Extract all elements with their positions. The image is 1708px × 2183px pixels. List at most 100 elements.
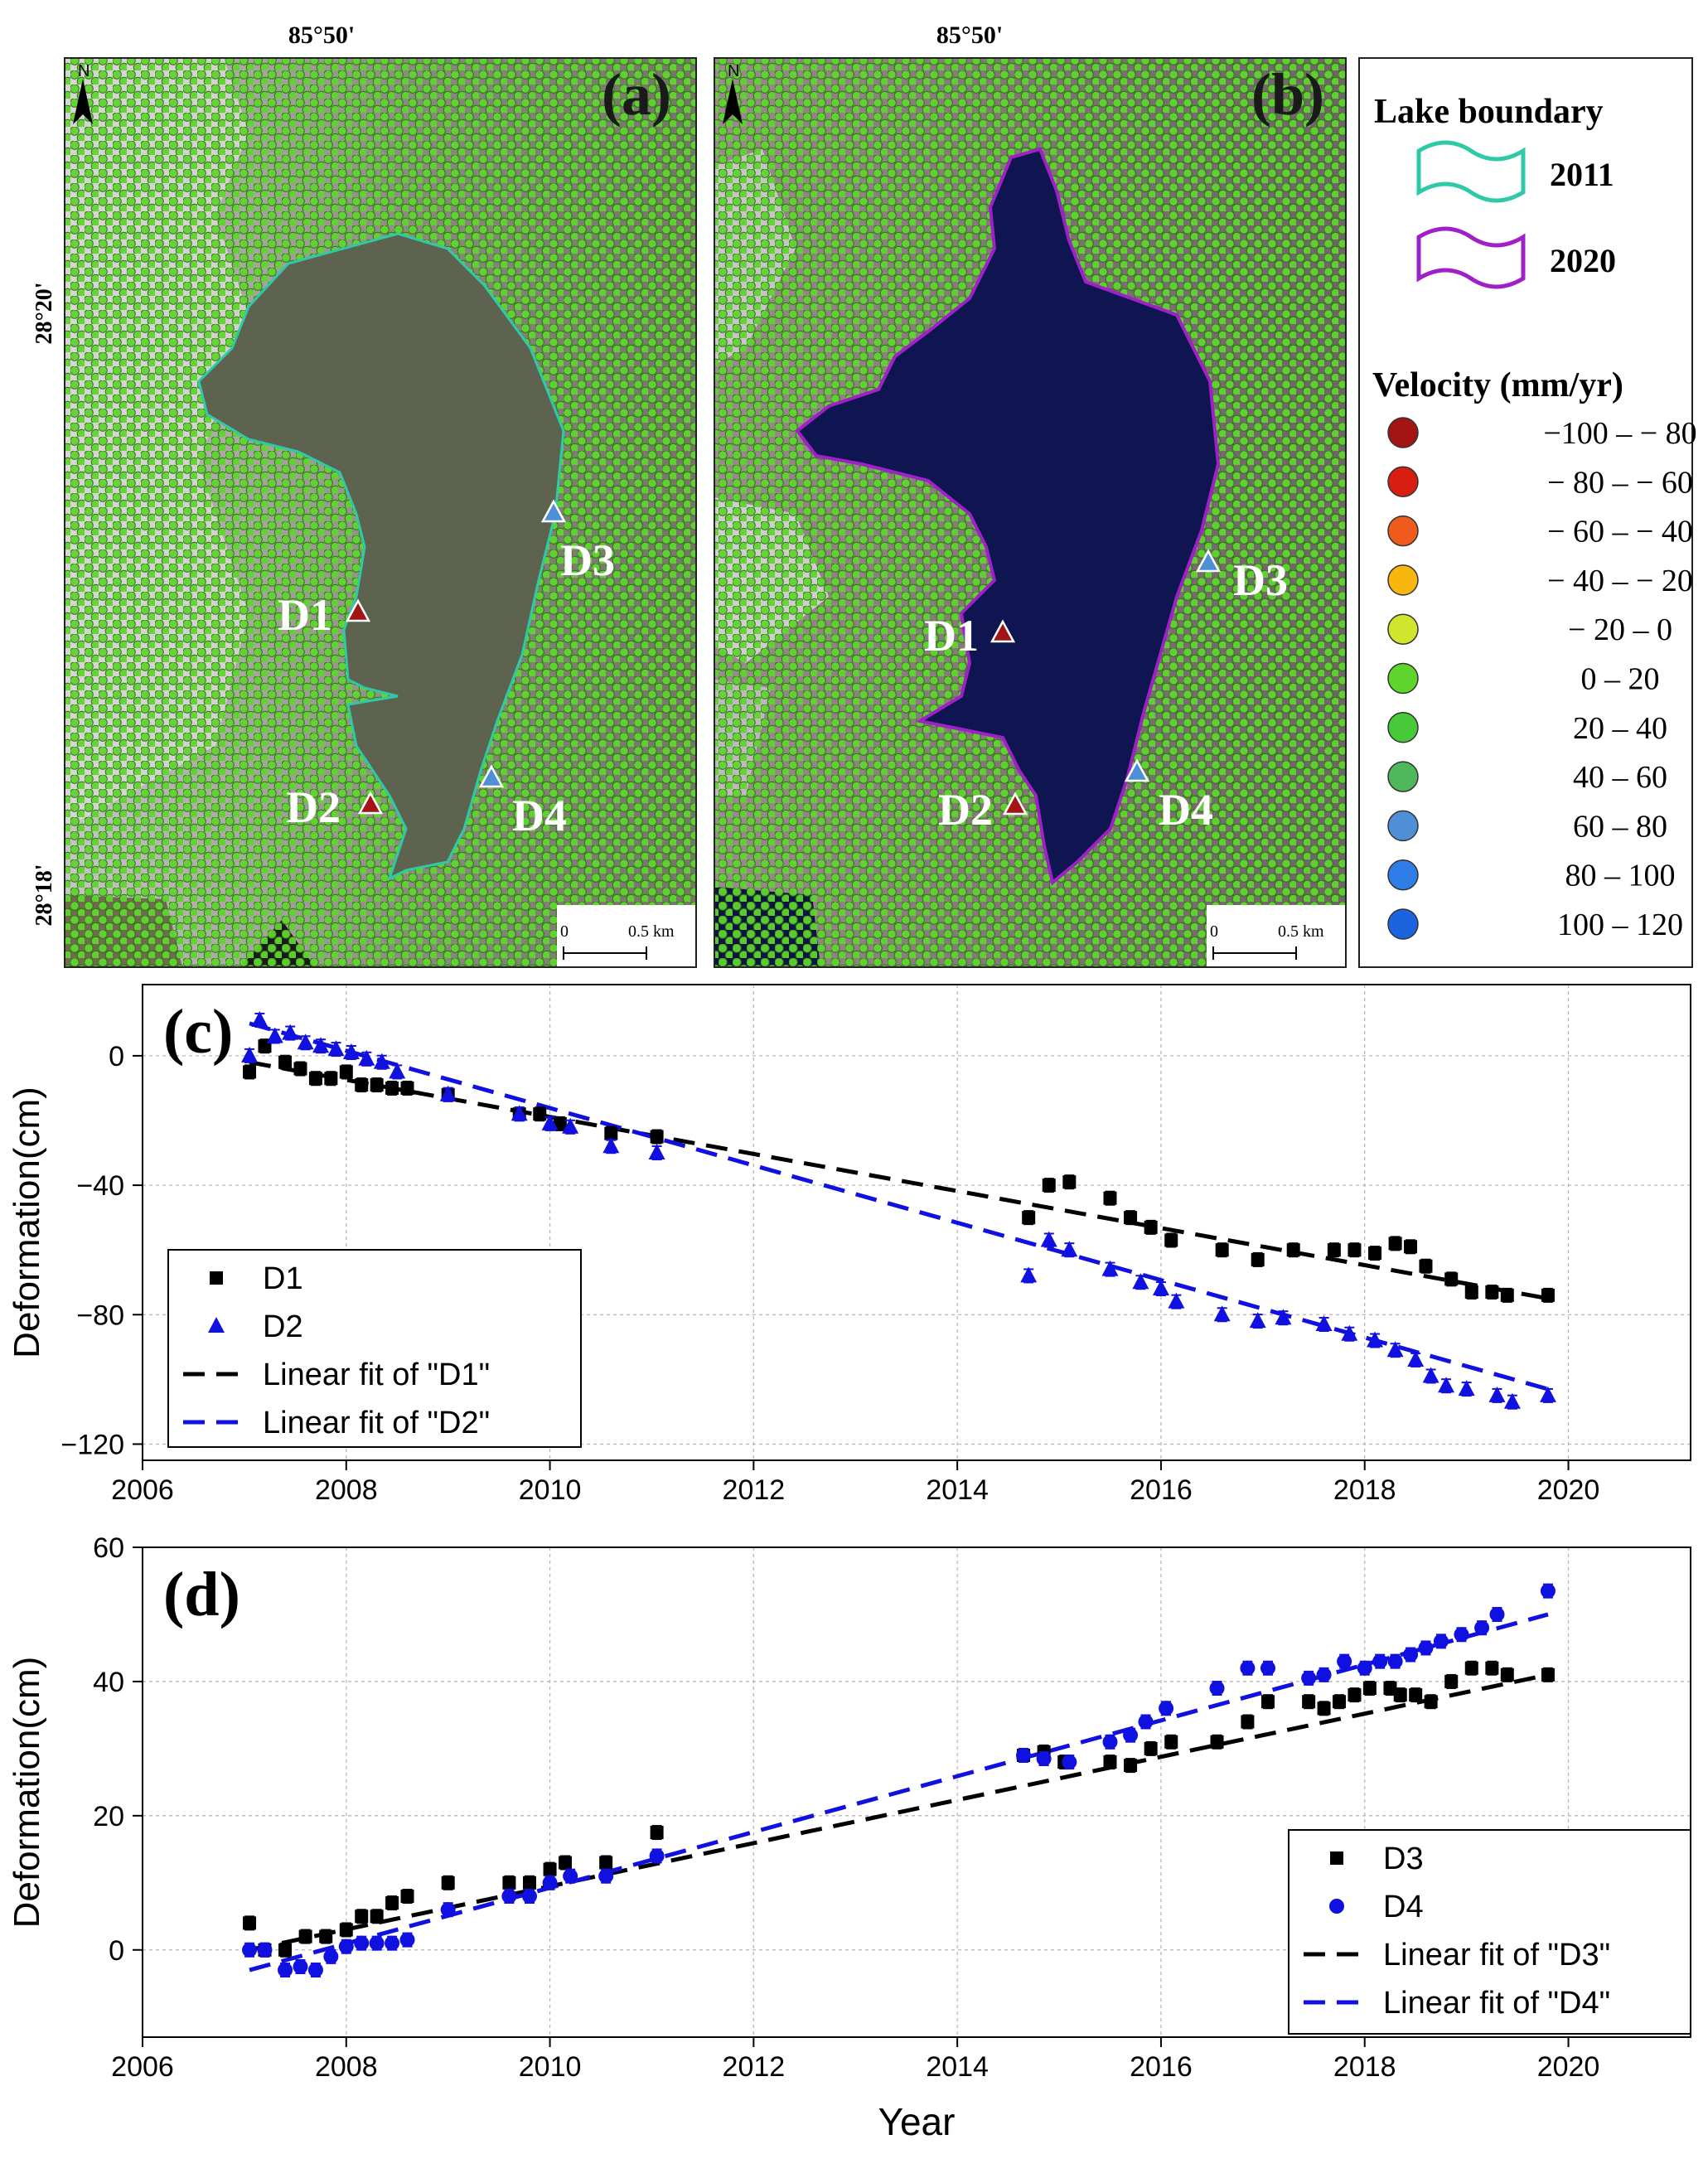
- data-point: [1213, 1305, 1231, 1322]
- marker-label: D2: [286, 782, 341, 832]
- data-point: [1103, 1191, 1117, 1205]
- velocity-swatch: [1387, 466, 1419, 498]
- data-point: [400, 1889, 414, 1903]
- data-point: [1404, 1240, 1418, 1254]
- lon-label-b: 85°50': [936, 22, 1003, 49]
- velocity-legend-item: 80 – 100: [1387, 859, 1676, 893]
- lake-2020-outline: [795, 147, 1221, 886]
- data-point: [1164, 1735, 1178, 1749]
- x-tick-label: 2018: [1333, 2051, 1396, 2083]
- data-point: [1209, 1681, 1225, 1697]
- legend-label: D2: [263, 1309, 303, 1344]
- data-point: [598, 1868, 614, 1884]
- data-point: [1489, 1606, 1505, 1622]
- y-tick-label: 0: [109, 1935, 124, 1967]
- data-point: [1327, 1243, 1341, 1257]
- x-tick-label: 2020: [1537, 1474, 1600, 1506]
- legend-label: Linear fit of "D1": [263, 1358, 490, 1392]
- data-point: [1464, 1285, 1478, 1299]
- data-point: [373, 1053, 390, 1069]
- marker-d4-a: D4: [478, 764, 567, 840]
- data-point: [553, 1116, 567, 1130]
- lake-legend-label: 2020: [1550, 242, 1616, 279]
- y-tick-label: 0: [109, 1041, 124, 1072]
- x-tick-label: 2008: [315, 2051, 378, 2083]
- data-point: [1418, 1640, 1434, 1656]
- legend-label: D4: [1383, 1890, 1424, 1924]
- plot-frame: [142, 1546, 1691, 2038]
- marker-d3-b: D3: [1195, 549, 1288, 605]
- velocity-legend-label: 40 – 60: [1573, 760, 1667, 795]
- data-point: [1249, 1312, 1266, 1329]
- velocity-legend-item: −100 – − 80: [1387, 416, 1697, 451]
- data-point: [1138, 1714, 1154, 1730]
- data-point: [1407, 1350, 1425, 1367]
- fit-line: [249, 1060, 1549, 1301]
- marker-d2-b: D2: [938, 785, 1028, 835]
- data-point: [1159, 1701, 1174, 1716]
- data-point: [278, 1943, 293, 1957]
- data-point: [1241, 1715, 1255, 1729]
- legend-label: Linear fit of "D2": [263, 1406, 490, 1440]
- data-point: [439, 1085, 457, 1101]
- legend-key: [208, 1317, 225, 1333]
- data-point: [1040, 1231, 1057, 1247]
- data-point: [1372, 1653, 1388, 1669]
- map-panel-b: 0 0.5 km N (b) D1 D2 D3 D4: [714, 57, 1347, 968]
- data-point: [1042, 1179, 1056, 1193]
- data-point: [523, 1876, 536, 1890]
- data-point: [355, 1078, 369, 1092]
- data-point: [1302, 1695, 1316, 1709]
- data-point: [1409, 1688, 1423, 1702]
- data-point: [1422, 1367, 1439, 1383]
- data-point: [1337, 1653, 1352, 1669]
- x-tick-label: 2010: [519, 2051, 582, 2083]
- y-tick-label: 60: [93, 1532, 124, 1564]
- y-tick-label: −80: [76, 1300, 124, 1331]
- data-point: [1393, 1688, 1407, 1702]
- data-point: [1101, 1260, 1119, 1276]
- data-point: [251, 1010, 269, 1027]
- x-tick-label: 2008: [315, 1474, 378, 1506]
- data-point: [1036, 1751, 1052, 1767]
- data-point: [1539, 1386, 1556, 1402]
- data-point: [1275, 1309, 1292, 1325]
- y-tick-label: 40: [93, 1667, 124, 1698]
- data-point: [650, 1130, 664, 1144]
- y-tick-label: −120: [60, 1429, 124, 1460]
- data-point: [1062, 1175, 1077, 1189]
- legend-key: [1329, 1899, 1344, 1914]
- data-point: [522, 1888, 537, 1904]
- data-point: [298, 1929, 312, 1943]
- lake-legend-item: 2020: [1416, 226, 1616, 289]
- data-point: [1016, 1747, 1032, 1763]
- x-tick-label: 2016: [1130, 2051, 1193, 2083]
- data-point: [312, 1037, 330, 1053]
- data-point: [278, 1055, 293, 1069]
- data-point: [319, 1929, 333, 1943]
- data-point: [385, 1935, 400, 1951]
- velocity-legend-item: 100 – 120: [1387, 908, 1683, 942]
- data-point: [510, 1105, 528, 1121]
- data-point: [649, 1848, 665, 1864]
- data-point: [1102, 1734, 1118, 1750]
- data-point: [400, 1081, 414, 1095]
- velocity-legend-item: − 60 – − 40: [1387, 515, 1693, 549]
- velocity-legend-label: 20 – 40: [1573, 711, 1667, 746]
- data-point: [385, 1081, 399, 1095]
- marker-label: D3: [560, 535, 615, 585]
- data-point: [1454, 1627, 1469, 1643]
- data-point: [399, 1932, 415, 1948]
- lat-bottom-label: 28°18': [31, 864, 57, 927]
- scale-zero-a: 0: [560, 922, 569, 941]
- data-point: [370, 1078, 384, 1092]
- data-point: [355, 1910, 369, 1924]
- chart-d: 2006 2008 2010 2012 2014 2016 2018 2020 0 20 40 60 D…: [7, 1532, 1691, 2143]
- velocity-legend-label: 100 – 120: [1557, 908, 1683, 942]
- data-point: [1419, 1259, 1433, 1273]
- data-point: [440, 1902, 456, 1918]
- data-point: [1348, 1688, 1362, 1702]
- data-point: [1316, 1667, 1332, 1682]
- chart-c: 2006 2008 2010 2012 2014 2016 2018 2020 0 −40 −80 −…: [7, 984, 1691, 1506]
